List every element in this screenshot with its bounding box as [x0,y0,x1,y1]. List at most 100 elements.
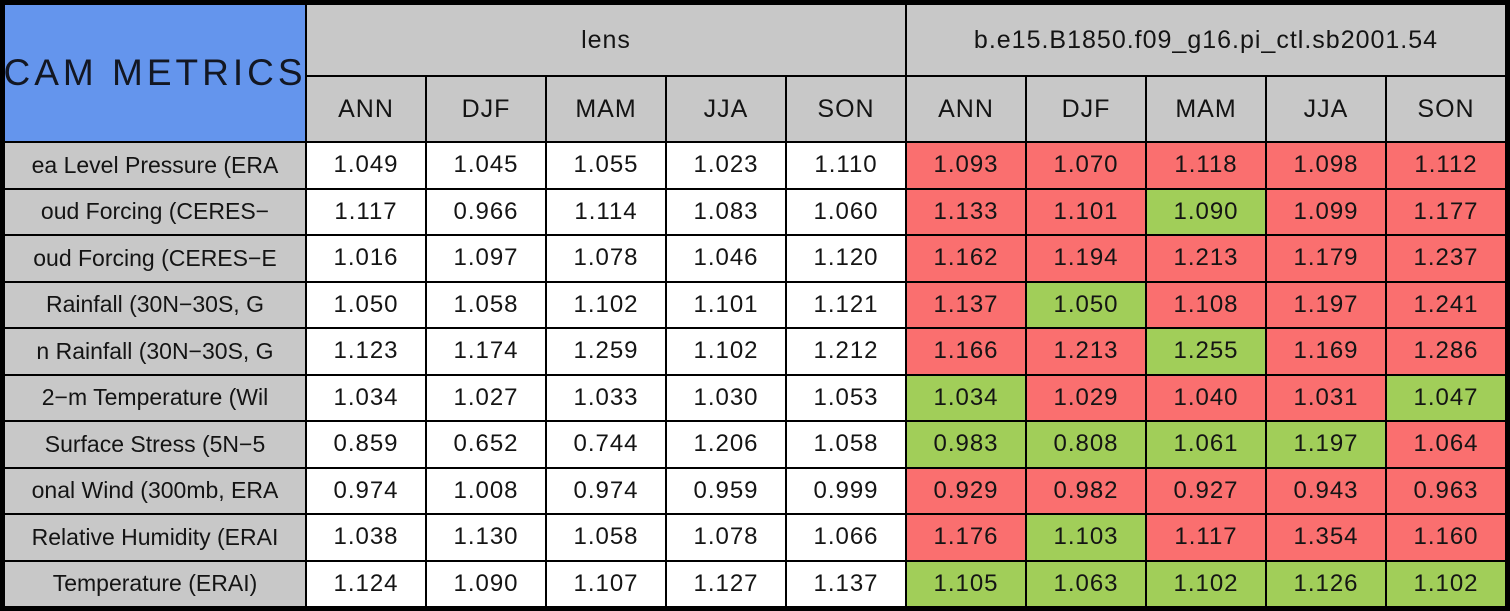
metric-row-label: 2−m Temperature (Wil [5,375,305,420]
model-value-cell: 1.169 [1267,329,1385,374]
season-header: MAM [547,77,665,141]
lens-value-cell: 1.008 [427,468,545,513]
lens-value-cell: 1.124 [307,561,425,606]
lens-value-cell: 1.110 [787,143,905,188]
model-value-cell: 1.101 [1027,189,1145,234]
model-value-cell: 1.176 [907,515,1025,560]
lens-value-cell: 1.033 [547,375,665,420]
lens-value-cell: 1.127 [667,561,785,606]
model-value-cell: 0.927 [1147,468,1265,513]
model-value-cell: 0.983 [907,422,1025,467]
season-header: ANN [307,77,425,141]
model-value-cell: 1.194 [1027,236,1145,281]
table-title: CAM METRICS [5,5,305,141]
metric-row-label: oud Forcing (CERES−E [5,236,305,281]
lens-value-cell: 1.038 [307,515,425,560]
model-value-cell: 1.102 [1387,561,1505,606]
lens-value-cell: 1.078 [547,236,665,281]
lens-value-cell: 0.744 [547,422,665,467]
model-value-cell: 1.126 [1267,561,1385,606]
lens-value-cell: 1.058 [787,422,905,467]
lens-value-cell: 0.974 [307,468,425,513]
season-header: DJF [427,77,545,141]
model-value-cell: 1.098 [1267,143,1385,188]
lens-value-cell: 1.023 [667,143,785,188]
lens-value-cell: 1.102 [547,282,665,327]
model-value-cell: 1.034 [907,375,1025,420]
model-value-cell: 1.064 [1387,422,1505,467]
model-value-cell: 1.093 [907,143,1025,188]
lens-value-cell: 1.034 [307,375,425,420]
lens-value-cell: 1.058 [547,515,665,560]
lens-value-cell: 1.027 [427,375,545,420]
model-value-cell: 1.354 [1267,515,1385,560]
model-value-cell: 1.102 [1147,561,1265,606]
model-value-cell: 1.179 [1267,236,1385,281]
lens-value-cell: 1.060 [787,189,905,234]
metric-row-label: Surface Stress (5N−5 [5,422,305,467]
lens-value-cell: 1.117 [307,189,425,234]
model-value-cell: 1.137 [907,282,1025,327]
lens-value-cell: 0.959 [667,468,785,513]
model-value-cell: 1.117 [1147,515,1265,560]
season-header: SON [787,77,905,141]
lens-value-cell: 1.130 [427,515,545,560]
lens-value-cell: 1.055 [547,143,665,188]
model-value-cell: 0.929 [907,468,1025,513]
season-header: JJA [1267,77,1385,141]
model-value-cell: 1.108 [1147,282,1265,327]
model-value-cell: 1.112 [1387,143,1505,188]
model-value-cell: 1.255 [1147,329,1265,374]
model-value-cell: 1.031 [1267,375,1385,420]
model-value-cell: 0.982 [1027,468,1145,513]
model-value-cell: 1.197 [1267,282,1385,327]
season-header: MAM [1147,77,1265,141]
lens-value-cell: 1.030 [667,375,785,420]
group-header-lens: lens [307,5,905,75]
lens-value-cell: 1.120 [787,236,905,281]
model-value-cell: 1.105 [907,561,1025,606]
lens-value-cell: 1.121 [787,282,905,327]
metric-row-label: oud Forcing (CERES− [5,189,305,234]
model-value-cell: 1.241 [1387,282,1505,327]
season-header: SON [1387,77,1505,141]
metric-row-label: Relative Humidity (ERAI [5,515,305,560]
lens-value-cell: 1.078 [667,515,785,560]
model-value-cell: 1.286 [1387,329,1505,374]
model-value-cell: 1.029 [1027,375,1145,420]
lens-value-cell: 1.259 [547,329,665,374]
model-value-cell: 1.213 [1147,236,1265,281]
lens-value-cell: 0.652 [427,422,545,467]
model-value-cell: 1.090 [1147,189,1265,234]
model-value-cell: 1.197 [1267,422,1385,467]
lens-value-cell: 1.016 [307,236,425,281]
model-value-cell: 1.118 [1147,143,1265,188]
metric-row-label: onal Wind (300mb, ERA [5,468,305,513]
model-value-cell: 1.177 [1387,189,1505,234]
lens-value-cell: 0.999 [787,468,905,513]
lens-value-cell: 1.058 [427,282,545,327]
lens-value-cell: 1.053 [787,375,905,420]
lens-value-cell: 1.049 [307,143,425,188]
lens-value-cell: 1.097 [427,236,545,281]
lens-value-cell: 0.859 [307,422,425,467]
lens-value-cell: 1.101 [667,282,785,327]
group-header-model: b.e15.B1850.f09_g16.pi_ctl.sb2001.54 [907,5,1505,75]
metric-row-label: n Rainfall (30N−30S, G [5,329,305,374]
lens-value-cell: 1.102 [667,329,785,374]
season-header: JJA [667,77,785,141]
model-value-cell: 1.133 [907,189,1025,234]
model-value-cell: 1.061 [1147,422,1265,467]
model-value-cell: 1.063 [1027,561,1145,606]
lens-value-cell: 0.966 [427,189,545,234]
metric-row-label: Rainfall (30N−30S, G [5,282,305,327]
model-value-cell: 1.050 [1027,282,1145,327]
lens-value-cell: 1.107 [547,561,665,606]
lens-value-cell: 0.974 [547,468,665,513]
lens-value-cell: 1.083 [667,189,785,234]
lens-value-cell: 1.090 [427,561,545,606]
lens-value-cell: 1.174 [427,329,545,374]
model-value-cell: 1.099 [1267,189,1385,234]
model-value-cell: 1.166 [907,329,1025,374]
